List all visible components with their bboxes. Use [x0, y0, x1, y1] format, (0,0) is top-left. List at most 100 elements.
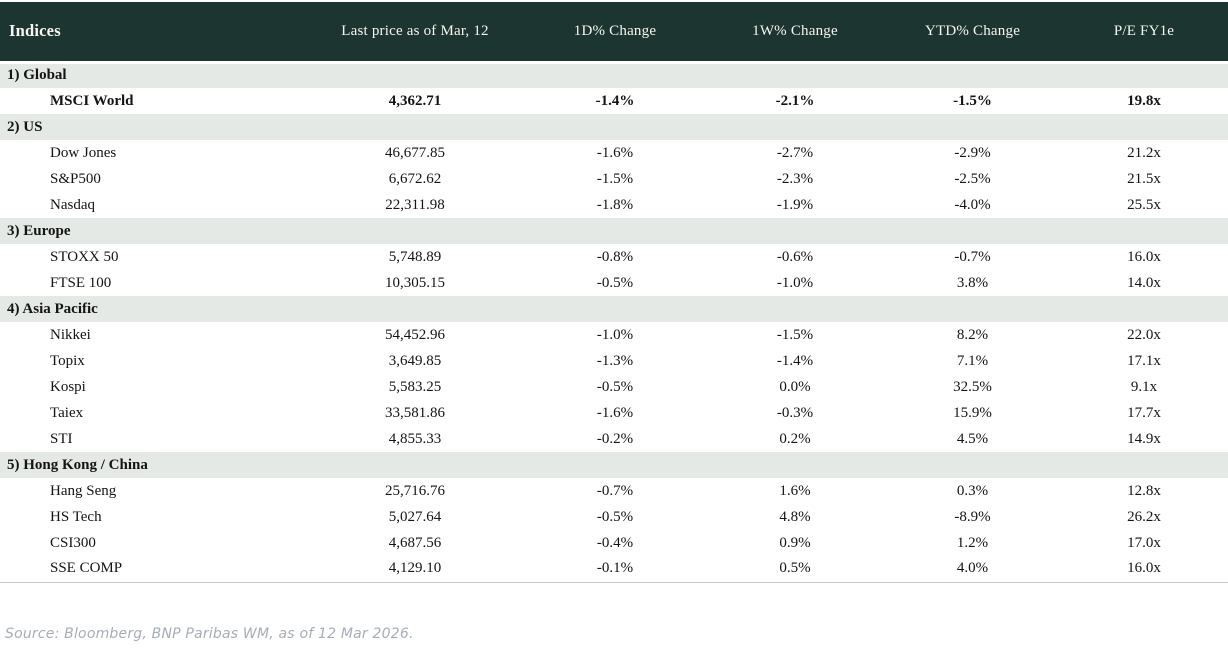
index-row: MSCI World 4,362.71 -1.4% -2.1% -1.5% 19.8x [0, 88, 1228, 114]
last-price: 4,129.10 [388, 560, 442, 577]
index-name: Kospi [50, 378, 86, 395]
column-header-pe-fy1e: P/E FY1e [1113, 22, 1175, 39]
change-1w: -1.0% [776, 274, 814, 291]
section-label: 1) Global [7, 67, 67, 84]
change-1w: -2.3% [776, 170, 814, 187]
change-1w: 0.5% [779, 560, 811, 577]
index-row: Dow Jones 46,677.85 -1.6% -2.7% -2.9% 21.2x [0, 140, 1228, 166]
change-ytd: -2.9% [954, 144, 991, 161]
change-1d: -0.8% [596, 248, 634, 265]
change-1w: 1.6% [779, 482, 811, 499]
index-name: SSE COMP [50, 560, 123, 577]
change-ytd: -4.0% [954, 196, 991, 213]
pe-ratio: 19.8x [1127, 92, 1161, 109]
index-row: Nasdaq 22,311.98 -1.8% -1.9% -4.0% 25.5x [0, 192, 1228, 218]
section-label: 4) Asia Pacific [7, 300, 98, 317]
index-name: Topix [50, 352, 85, 369]
change-ytd: 7.1% [956, 352, 989, 369]
section-label: 2) US [7, 118, 43, 135]
change-1w: -0.3% [776, 404, 814, 421]
change-ytd: 8.2% [956, 326, 989, 343]
change-1w: 0.9% [779, 534, 811, 551]
index-name: Nikkei [50, 326, 91, 343]
change-1d: -0.1% [596, 560, 634, 577]
change-1d: -1.5% [596, 170, 634, 187]
index-name: Hang Seng [50, 482, 117, 499]
index-name: MSCI World [50, 92, 134, 109]
index-name: FTSE 100 [50, 274, 112, 291]
index-row: SSE COMP 4,129.10 -0.1% 0.5% 4.0% 16.0x [0, 556, 1228, 582]
index-row: S&P500 6,672.62 -1.5% -2.3% -2.5% 21.5x [0, 166, 1228, 192]
last-price: 4,687.56 [388, 534, 442, 551]
change-1w: -1.4% [776, 352, 814, 369]
pe-ratio: 17.7x [1127, 404, 1161, 421]
last-price: 4,362.71 [388, 92, 442, 109]
pe-ratio: 21.2x [1127, 144, 1161, 161]
pe-ratio: 21.5x [1127, 170, 1161, 187]
change-ytd: -0.7% [954, 248, 991, 265]
pe-ratio: 26.2x [1127, 508, 1161, 525]
change-1w: 4.8% [779, 508, 811, 525]
change-1d: -1.4% [595, 92, 635, 109]
index-name: STOXX 50 [50, 248, 119, 265]
change-1d: -1.3% [596, 352, 634, 369]
index-row: CSI300 4,687.56 -0.4% 0.9% 1.2% 17.0x [0, 530, 1228, 556]
index-row: Kospi 5,583.25 -0.5% 0.0% 32.5% 9.1x [0, 374, 1228, 400]
change-ytd: -8.9% [954, 508, 991, 525]
last-price: 22,311.98 [385, 196, 445, 213]
change-1d: -1.6% [596, 404, 634, 421]
change-1w: -2.1% [775, 92, 815, 109]
change-1d: -0.5% [596, 274, 634, 291]
change-1w: -0.6% [776, 248, 814, 265]
index-row: Taiex 33,581.86 -1.6% -0.3% 15.9% 17.7x [0, 400, 1228, 426]
change-1w: 0.0% [779, 378, 811, 395]
section-row: 3) Europe [0, 218, 1228, 244]
section-label: 5) Hong Kong / China [7, 456, 148, 473]
table-header-row: Indices Last price as of Mar, 12 1D% Cha… [0, 2, 1228, 62]
change-1d: -1.0% [596, 326, 634, 343]
change-1d: -0.4% [596, 534, 634, 551]
index-row: HS Tech 5,027.64 -0.5% 4.8% -8.9% 26.2x [0, 504, 1228, 530]
last-price: 54,452.96 [385, 326, 445, 343]
pe-ratio: 14.9x [1127, 430, 1161, 447]
section-row: 1) Global [0, 62, 1228, 88]
change-1d: -0.5% [596, 378, 634, 395]
pe-ratio: 17.0x [1127, 534, 1161, 551]
change-ytd: 0.3% [956, 482, 989, 499]
index-row: Hang Seng 25,716.76 -0.7% 1.6% 0.3% 12.8x [0, 478, 1228, 504]
pe-ratio: 22.0x [1127, 326, 1161, 343]
pe-ratio: 14.0x [1127, 274, 1161, 291]
change-ytd: 4.0% [956, 560, 989, 577]
last-price: 25,716.76 [385, 482, 445, 499]
last-price: 5,748.89 [388, 248, 442, 265]
index-row: Topix 3,649.85 -1.3% -1.4% 7.1% 17.1x [0, 348, 1228, 374]
index-row: STI 4,855.33 -0.2% 0.2% 4.5% 14.9x [0, 426, 1228, 452]
change-1d: -1.6% [596, 144, 634, 161]
change-1w: -2.7% [776, 144, 814, 161]
index-row: STOXX 50 5,748.89 -0.8% -0.6% -0.7% 16.0x [0, 244, 1228, 270]
indices-table-body: 1) Global MSCI World 4,362.71 -1.4% -2.1% -1.… [0, 62, 1228, 582]
source-note: Source: Bloomberg, BNP Paribas WM, as of… [5, 625, 414, 642]
last-price: 5,583.25 [388, 378, 442, 395]
pe-ratio: 16.0x [1127, 560, 1161, 577]
index-row: Nikkei 54,452.96 -1.0% -1.5% 8.2% 22.0x [0, 322, 1228, 348]
index-name: Taiex [50, 404, 84, 421]
index-row: FTSE 100 10,305.15 -0.5% -1.0% 3.8% 14.0x [0, 270, 1228, 296]
index-name: CSI300 [50, 534, 96, 551]
change-ytd: 1.2% [956, 534, 989, 551]
pe-ratio: 25.5x [1127, 196, 1161, 213]
change-ytd: 32.5% [953, 378, 992, 395]
index-name: HS Tech [50, 508, 102, 525]
index-name: S&P500 [50, 170, 101, 187]
pe-ratio: 9.1x [1130, 378, 1158, 395]
index-name: Nasdaq [50, 196, 95, 213]
change-1d: -0.5% [596, 508, 634, 525]
column-header-indices: Indices [9, 21, 61, 41]
indices-table: Indices Last price as of Mar, 12 1D% Cha… [0, 2, 1228, 583]
change-ytd: 15.9% [953, 404, 992, 421]
last-price: 33,581.86 [385, 404, 445, 421]
section-label: 3) Europe [7, 222, 71, 239]
change-ytd: 3.8% [956, 274, 989, 291]
index-name: STI [50, 430, 73, 447]
